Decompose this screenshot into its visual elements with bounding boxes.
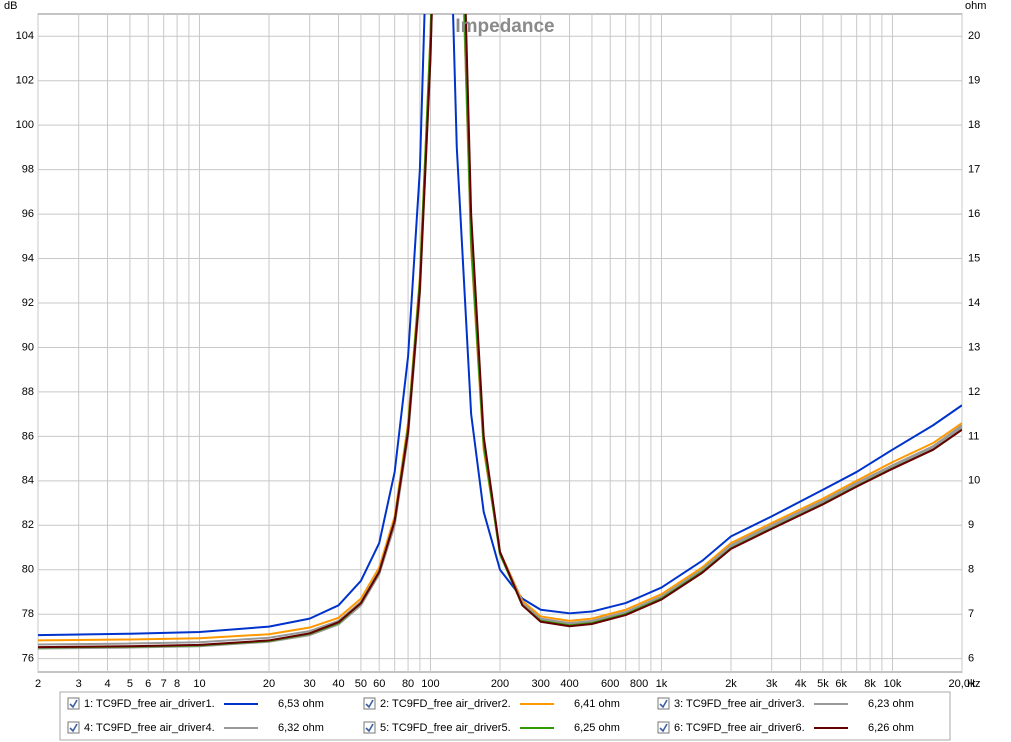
y2-tick-label: 16 bbox=[968, 208, 980, 220]
x-tick-label: 30 bbox=[304, 678, 316, 690]
x-tick-label: 100 bbox=[421, 678, 439, 690]
y2-tick-label: 18 bbox=[968, 119, 980, 131]
x-tick-label: 20,0k bbox=[949, 678, 976, 690]
y-tick-label: 98 bbox=[22, 164, 34, 176]
legend-label: 5: TC9FD_free air_driver5. bbox=[380, 722, 511, 734]
series-line bbox=[38, 14, 962, 649]
y2-tick-label: 9 bbox=[968, 519, 974, 531]
x-tick-label: 1k bbox=[656, 678, 668, 690]
legend-checkbox[interactable] bbox=[657, 721, 670, 734]
y2-tick-label: 6 bbox=[968, 653, 974, 665]
y2-tick-label: 11 bbox=[968, 430, 979, 442]
y-tick-label: 96 bbox=[22, 208, 34, 220]
y2-axis-label: ohm bbox=[965, 0, 986, 12]
x-tick-label: 5k bbox=[817, 678, 829, 690]
y-tick-label: 88 bbox=[22, 386, 34, 398]
x-tick-label: 20 bbox=[263, 678, 275, 690]
check-mark bbox=[659, 723, 668, 733]
legend-checkbox[interactable] bbox=[363, 721, 376, 734]
check-mark bbox=[365, 699, 374, 709]
legend-checkbox[interactable] bbox=[657, 697, 670, 710]
x-tick-label: 300 bbox=[531, 678, 549, 690]
y-tick-label: 102 bbox=[16, 75, 34, 87]
x-tick-label: 200 bbox=[491, 678, 509, 690]
check-mark bbox=[69, 699, 78, 709]
x-tick-label: 3 bbox=[76, 678, 82, 690]
x-tick-label: 4 bbox=[104, 678, 110, 690]
y-tick-label: 82 bbox=[22, 519, 34, 531]
x-tick-label: 6k bbox=[835, 678, 847, 690]
y-tick-label: 104 bbox=[16, 30, 34, 42]
x-tick-label: 50 bbox=[355, 678, 367, 690]
y2-tick-label: 8 bbox=[968, 564, 974, 576]
y-tick-label: 92 bbox=[22, 297, 34, 309]
x-tick-label: 6 bbox=[145, 678, 151, 690]
x-tick-label: 8 bbox=[174, 678, 180, 690]
check-mark bbox=[659, 699, 668, 709]
y-tick-label: 84 bbox=[22, 475, 34, 487]
y-tick-label: 76 bbox=[22, 653, 34, 665]
x-tick-label: 600 bbox=[601, 678, 619, 690]
legend-label: 3: TC9FD_free air_driver3. bbox=[674, 698, 805, 710]
x-tick-label: 3k bbox=[766, 678, 778, 690]
series-line bbox=[38, 14, 962, 637]
legend-label: 6: TC9FD_free air_driver6. bbox=[674, 722, 805, 734]
y-tick-label: 94 bbox=[22, 252, 34, 264]
legend-label: 2: TC9FD_free air_driver2. bbox=[380, 698, 511, 710]
y2-tick-label: 19 bbox=[968, 75, 980, 87]
y-axis-label: dB bbox=[4, 0, 17, 12]
y-tick-label: 86 bbox=[22, 430, 34, 442]
y2-tick-label: 20 bbox=[968, 30, 980, 42]
legend-value: 6,53 ohm bbox=[278, 698, 324, 710]
x-tick-label: 8k bbox=[864, 678, 876, 690]
chart-title: Impedance bbox=[455, 16, 554, 37]
x-tick-label: 4k bbox=[795, 678, 807, 690]
x-tick-label: 800 bbox=[630, 678, 648, 690]
legend-value: 6,25 ohm bbox=[574, 722, 620, 734]
legend-label: 1: TC9FD_free air_driver1. bbox=[84, 698, 215, 710]
y2-tick-label: 17 bbox=[968, 164, 980, 176]
x-tick-label: 40 bbox=[332, 678, 344, 690]
legend-checkbox[interactable] bbox=[67, 721, 80, 734]
legend-value: 6,41 ohm bbox=[574, 698, 620, 710]
x-tick-label: 7 bbox=[161, 678, 167, 690]
y2-tick-label: 13 bbox=[968, 341, 980, 353]
x-tick-label: 400 bbox=[560, 678, 578, 690]
x-tick-label: 80 bbox=[402, 678, 414, 690]
legend-value: 6,23 ohm bbox=[868, 698, 914, 710]
y-tick-label: 80 bbox=[22, 564, 34, 576]
y-tick-label: 78 bbox=[22, 608, 34, 620]
legend-value: 6,32 ohm bbox=[278, 722, 324, 734]
legend bbox=[59, 691, 951, 741]
legend-label: 4: TC9FD_free air_driver4. bbox=[84, 722, 215, 734]
x-tick-label: 2k bbox=[725, 678, 737, 690]
legend-checkbox[interactable] bbox=[67, 697, 80, 710]
legend-checkbox[interactable] bbox=[363, 697, 376, 710]
x-axis-label: Hz bbox=[967, 678, 980, 690]
y2-tick-label: 14 bbox=[968, 297, 980, 309]
x-tick-label: 2 bbox=[35, 678, 41, 690]
y2-tick-label: 7 bbox=[968, 608, 974, 620]
x-tick-label: 60 bbox=[373, 678, 385, 690]
y-tick-label: 100 bbox=[16, 119, 34, 131]
y2-tick-label: 10 bbox=[968, 475, 980, 487]
legend-value: 6,26 ohm bbox=[868, 722, 914, 734]
x-tick-label: 10k bbox=[884, 678, 902, 690]
y2-tick-label: 12 bbox=[968, 386, 980, 398]
y2-tick-label: 15 bbox=[968, 252, 980, 264]
check-mark bbox=[69, 723, 78, 733]
check-mark bbox=[365, 723, 374, 733]
y-tick-label: 90 bbox=[22, 341, 34, 353]
x-tick-label: 5 bbox=[127, 678, 133, 690]
x-tick-label: 10 bbox=[193, 678, 205, 690]
